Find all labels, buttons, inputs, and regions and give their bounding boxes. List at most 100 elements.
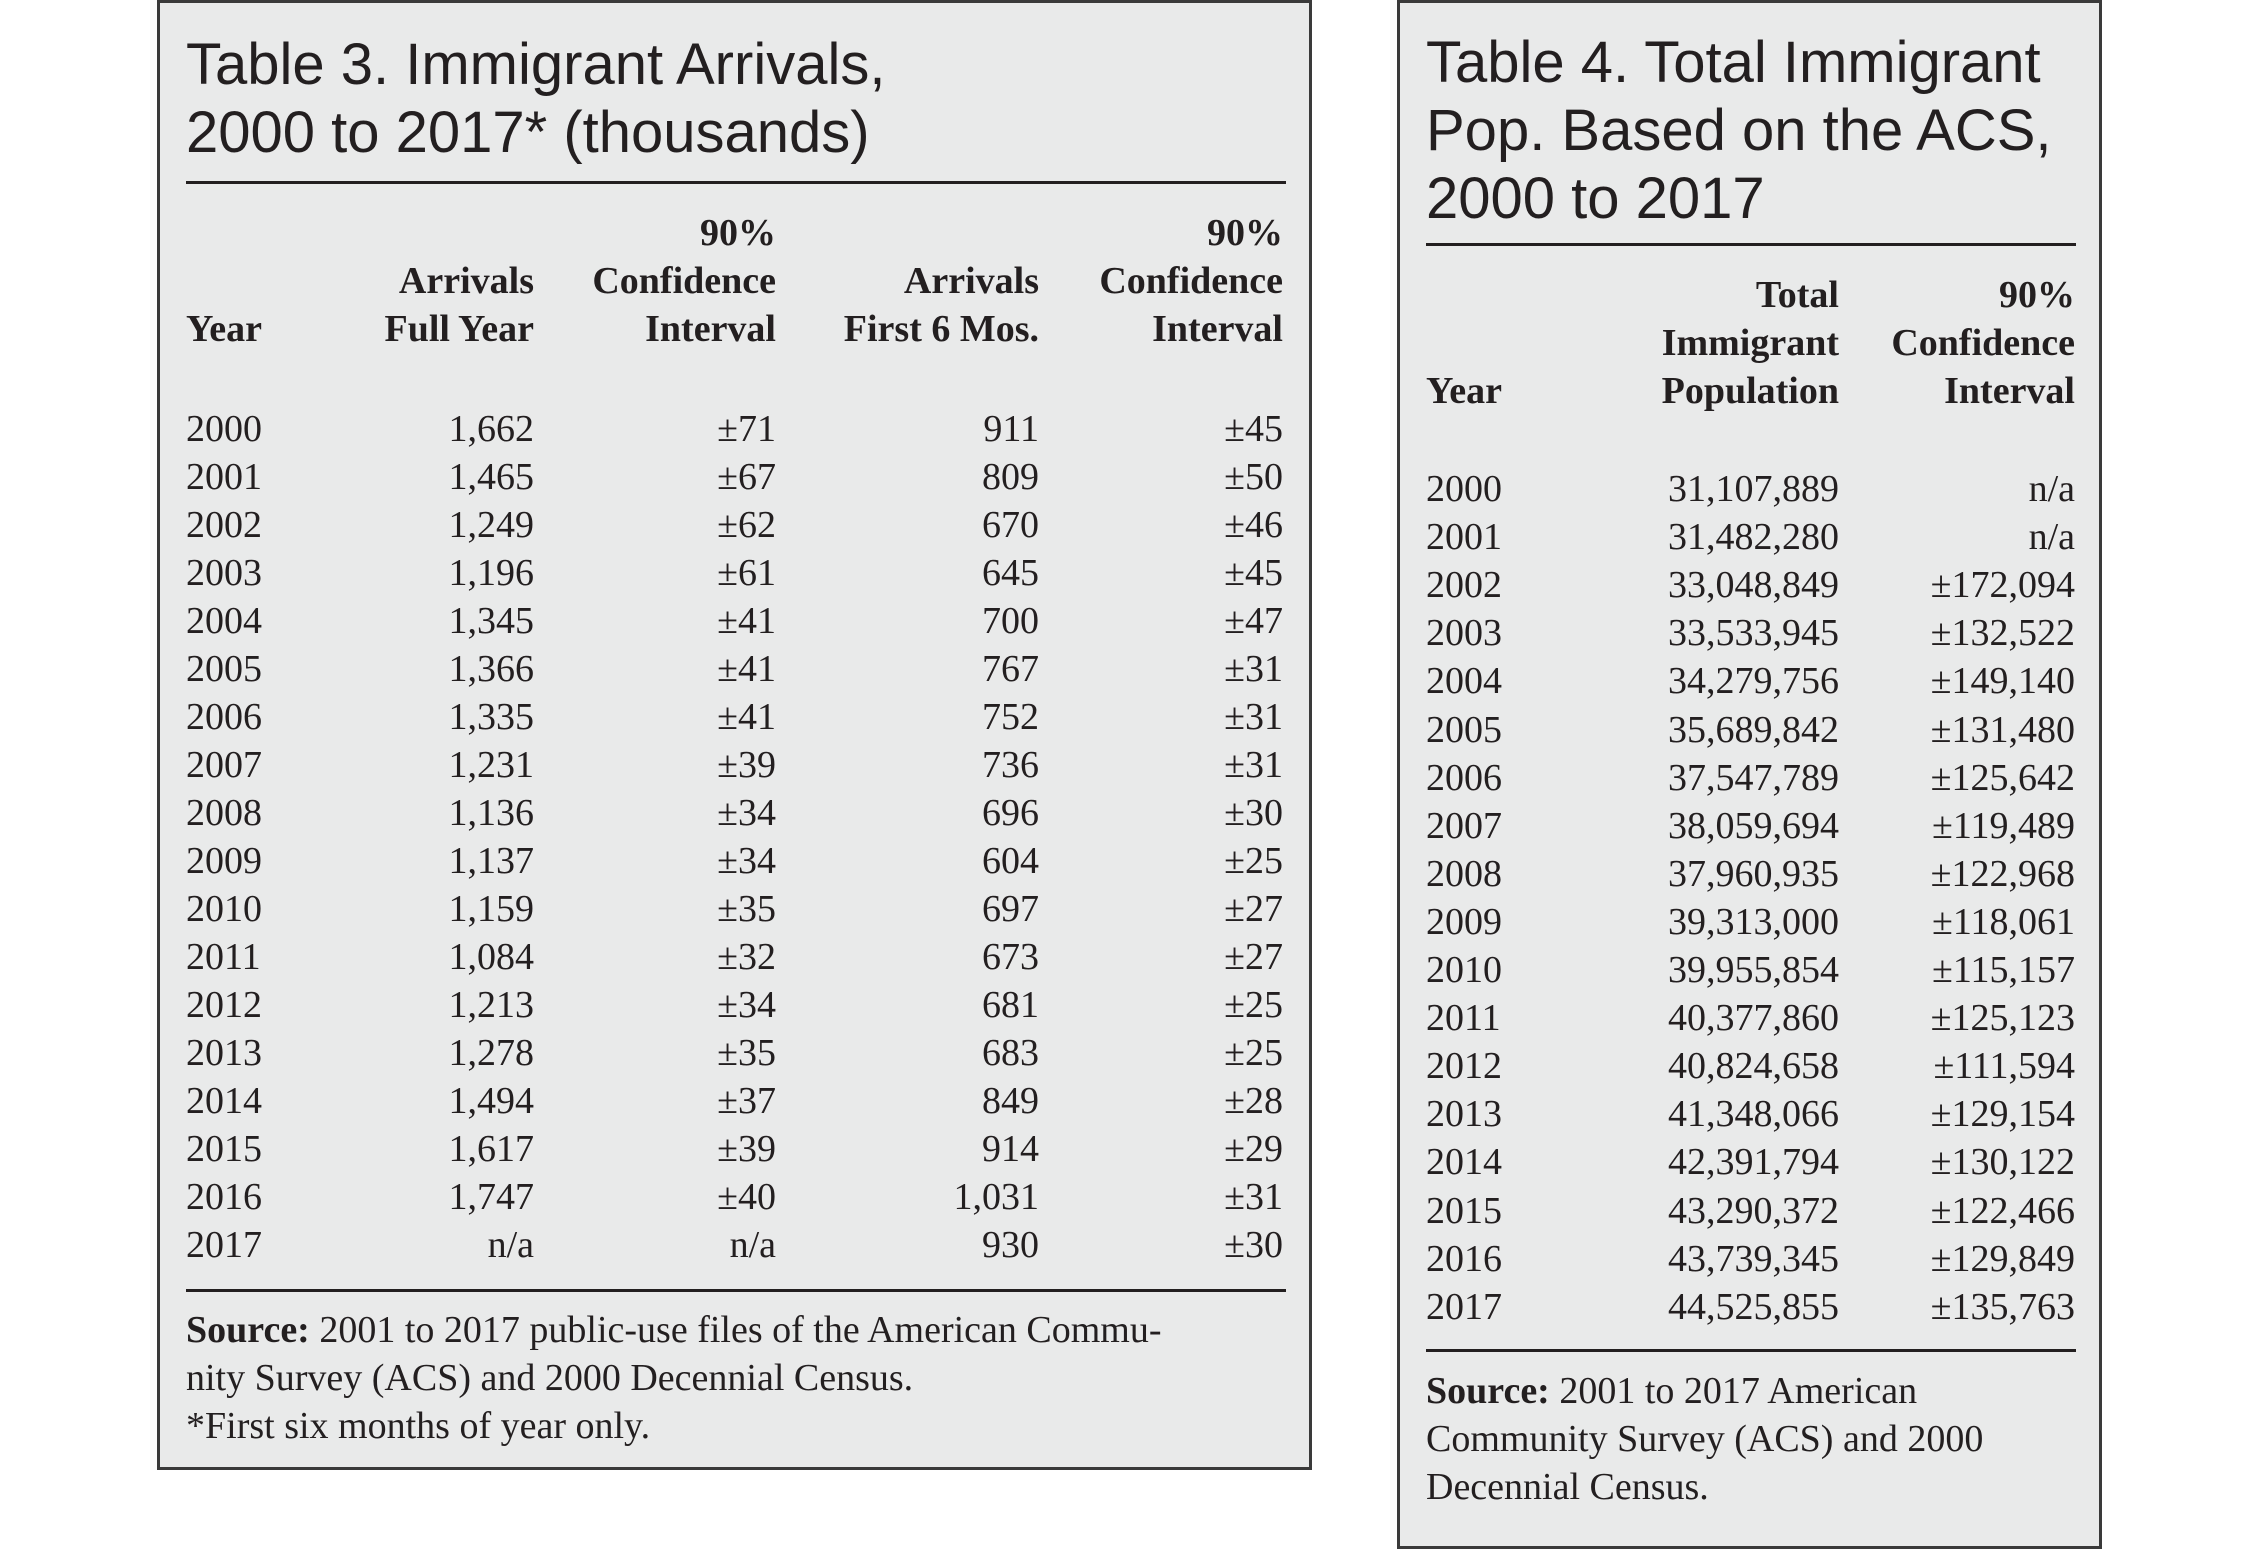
table-4-cell-confidence-interval: ±129,849 <box>1930 1238 2075 1280</box>
table-4-cell-total-immigrant-population: 33,533,945 <box>1668 612 1839 654</box>
table-4-cell-year: 2004 <box>1426 660 1502 702</box>
table-4-cell-total-immigrant-population: 39,955,854 <box>1668 949 1839 991</box>
table-3-cell-year: 2014 <box>186 1080 262 1122</box>
table-3-cell-ci-full-year: ±41 <box>717 600 776 642</box>
table-3-cell-arrivals-first-6-mos: 683 <box>982 1032 1039 1074</box>
table-3-cell-arrivals-first-6-mos: 930 <box>982 1224 1039 1266</box>
table-3-cell-arrivals-first-6-mos: 911 <box>983 408 1039 450</box>
table-3-cell-arrivals-full-year: 1,617 <box>448 1128 535 1170</box>
table-4-cell-confidence-interval: ±149,140 <box>1930 660 2075 702</box>
table-3-cell-year: 2005 <box>186 648 262 690</box>
table-3-cell-year: 2004 <box>186 600 262 642</box>
table-3-cell-ci-full-year: ±35 <box>717 888 776 930</box>
table-4-cell-total-immigrant-population: 40,377,860 <box>1668 997 1839 1039</box>
table-3-cell-ci-first-6-mos: ±30 <box>1224 792 1283 834</box>
table-3-cell-ci-first-6-mos: ±27 <box>1224 888 1283 930</box>
table-4-bottom-rule <box>1426 1349 2076 1352</box>
table-3-cell-arrivals-first-6-mos: 604 <box>982 840 1039 882</box>
table-3-cell-ci-full-year: ±40 <box>717 1176 776 1218</box>
table-3-cell-arrivals-first-6-mos: 681 <box>982 984 1039 1026</box>
table-3-bottom-rule <box>186 1289 1286 1292</box>
table-4-cell-confidence-interval: ±172,094 <box>1930 564 2075 606</box>
table-4-cell-year: 2011 <box>1426 997 1501 1039</box>
table-3-cell-arrivals-full-year: 1,345 <box>448 600 535 642</box>
table-4-header-year: Year <box>1426 370 1502 412</box>
table-3-cell-arrivals-first-6-mos: 700 <box>982 600 1039 642</box>
table-4-header-total: Total Immigrant Population <box>1661 274 1839 412</box>
table-4-cell-confidence-interval: ±119,489 <box>1932 805 2075 847</box>
table-3-cell-arrivals-first-6-mos: 1,031 <box>953 1176 1040 1218</box>
table-3-cell-ci-full-year: ±39 <box>717 744 776 786</box>
table-4-header-ci: 90% Confidence Interval <box>1891 274 2075 412</box>
table-3-cell-arrivals-full-year: 1,084 <box>448 936 535 978</box>
table-4-cell-total-immigrant-population: 41,348,066 <box>1668 1093 1839 1135</box>
table-4-cell-total-immigrant-population: 42,391,794 <box>1668 1141 1839 1183</box>
table-3-footnote: *First six months of year only. <box>186 1405 651 1447</box>
table-4-cell-confidence-interval: ±130,122 <box>1930 1141 2075 1183</box>
table-4-cell-total-immigrant-population: 35,689,842 <box>1668 709 1839 751</box>
table-4-cell-confidence-interval: n/a <box>2028 468 2075 510</box>
table-3-cell-year: 2000 <box>186 408 262 450</box>
table-4-cell-year: 2008 <box>1426 853 1502 895</box>
table-3-cell-arrivals-full-year: 1,335 <box>448 696 535 738</box>
table-3-cell-arrivals-full-year: 1,494 <box>448 1080 535 1122</box>
table-3-cell-arrivals-first-6-mos: 809 <box>982 456 1039 498</box>
table-4-cell-confidence-interval: ±129,154 <box>1930 1093 2075 1135</box>
table-3-cell-year: 2001 <box>186 456 262 498</box>
table-4-cell-confidence-interval: ±115,157 <box>1932 949 2075 991</box>
table-3-cell-arrivals-full-year: 1,249 <box>448 504 535 546</box>
table-3-cell-ci-full-year: ±61 <box>717 552 776 594</box>
table-3-cell-arrivals-full-year: 1,196 <box>448 552 535 594</box>
table-3-cell-ci-first-6-mos: ±25 <box>1224 984 1283 1026</box>
table-3-cell-arrivals-first-6-mos: 645 <box>982 552 1039 594</box>
table-3-cell-year: 2016 <box>186 1176 262 1218</box>
table-4-cell-confidence-interval: ±131,480 <box>1930 709 2075 751</box>
table-3-cell-arrivals-first-6-mos: 914 <box>982 1128 1039 1170</box>
table-3-cell-ci-full-year: n/a <box>729 1224 776 1266</box>
table-4-cell-confidence-interval: n/a <box>2028 516 2075 558</box>
table-4-cell-confidence-interval: ±135,763 <box>1930 1286 2075 1328</box>
table-3-cell-ci-first-6-mos: ±31 <box>1224 648 1283 690</box>
table-3-cell-ci-full-year: ±67 <box>717 456 776 498</box>
table-3-cell-ci-first-6-mos: ±47 <box>1224 600 1283 642</box>
table-3-cell-arrivals-full-year: 1,278 <box>448 1032 535 1074</box>
table-3-cell-arrivals-first-6-mos: 673 <box>982 936 1039 978</box>
table-4-cell-total-immigrant-population: 38,059,694 <box>1668 805 1839 847</box>
table-3-cell-arrivals-first-6-mos: 767 <box>982 648 1039 690</box>
table-3-cell-arrivals-full-year: 1,747 <box>448 1176 535 1218</box>
table-3-cell-ci-full-year: ±32 <box>717 936 776 978</box>
table-3-cell-arrivals-first-6-mos: 849 <box>982 1080 1039 1122</box>
table-3-header-arrivals-full: Arrivals Full Year <box>384 260 534 350</box>
table-4-cell-year: 2002 <box>1426 564 1502 606</box>
table-3-cell-ci-full-year: ±71 <box>717 408 776 450</box>
table-3-cell-ci-first-6-mos: ±31 <box>1224 744 1283 786</box>
table-3-cell-arrivals-full-year: 1,231 <box>448 744 535 786</box>
table-4-cell-year: 2015 <box>1426 1190 1502 1232</box>
table-4-cell-total-immigrant-population: 39,313,000 <box>1668 901 1839 943</box>
table-4-cell-year: 2006 <box>1426 757 1502 799</box>
table-4-cell-confidence-interval: ±111,594 <box>1933 1045 2075 1087</box>
table-3-cell-arrivals-full-year: 1,662 <box>448 408 535 450</box>
table-3-cell-year: 2002 <box>186 504 262 546</box>
table-3-cell-arrivals-full-year: 1,366 <box>448 648 535 690</box>
table-3-cell-ci-first-6-mos: ±28 <box>1224 1080 1283 1122</box>
table-3-cell-year: 2010 <box>186 888 262 930</box>
table-4-cell-year: 2000 <box>1426 468 1502 510</box>
table-4-cell-year: 2013 <box>1426 1093 1502 1135</box>
table-4-cell-year: 2012 <box>1426 1045 1502 1087</box>
table-3-cell-year: 2017 <box>186 1224 262 1266</box>
table-3-cell-year: 2003 <box>186 552 262 594</box>
table-3-cell-ci-full-year: ±34 <box>717 984 776 1026</box>
table-4-cell-year: 2017 <box>1426 1286 1502 1328</box>
table-3-cell-year: 2011 <box>186 936 261 978</box>
table-3-header-ci-2: 90% Confidence Interval <box>1099 212 1283 350</box>
table-3-header-year: Year <box>186 308 262 350</box>
table-3-header-arrivals-6mo: Arrivals First 6 Mos. <box>843 260 1039 350</box>
table-4-cell-confidence-interval: ±132,522 <box>1930 612 2075 654</box>
table-3-panel: Table 3. Immigrant Arrivals, 2000 to 201… <box>157 0 1312 1470</box>
table-4-top-rule <box>1426 243 2076 246</box>
table-3-cell-year: 2008 <box>186 792 262 834</box>
table-4-cell-total-immigrant-population: 37,960,935 <box>1668 853 1839 895</box>
table-4-cell-total-immigrant-population: 44,525,855 <box>1668 1286 1839 1328</box>
table-4-panel: Table 4. Total Immigrant Pop. Based on t… <box>1397 0 2102 1549</box>
